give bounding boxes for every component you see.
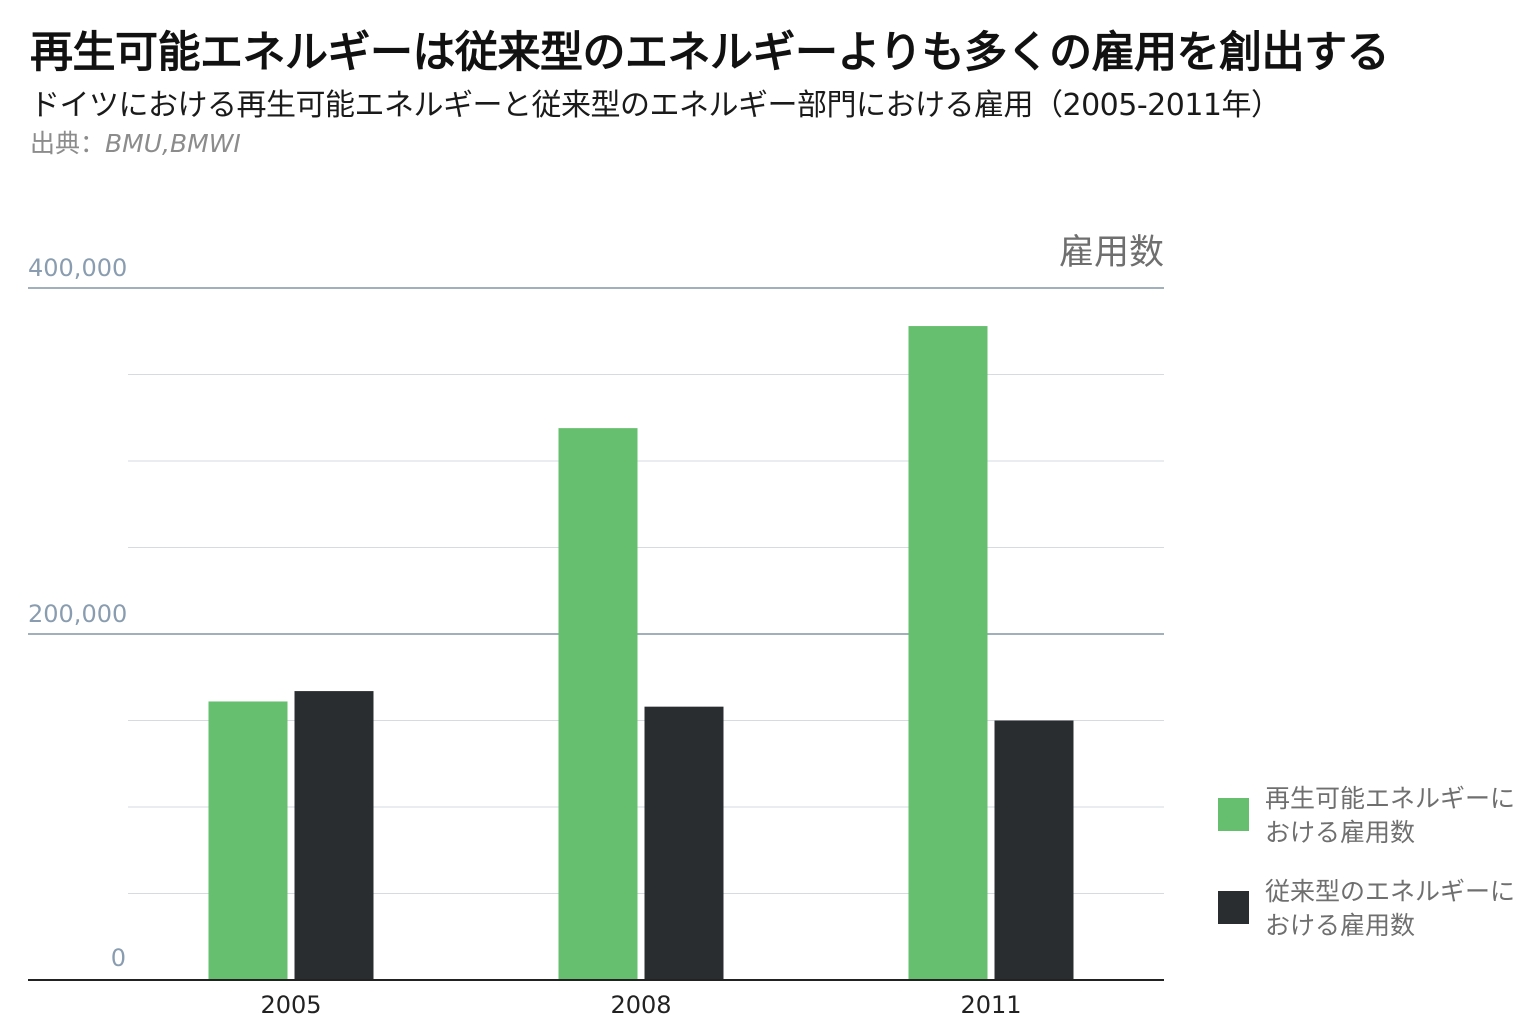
y-tick-label: 0	[111, 944, 126, 972]
bar-conventional-2011	[994, 720, 1074, 980]
x-tick-label: 2011	[960, 991, 1021, 1019]
y-axis-label: 雇用数	[1059, 233, 1164, 273]
chart-title: 再生可能エネルギーは従来型のエネルギーよりも多くの雇用を創出する	[30, 28, 1390, 78]
chart-source: 出典：BMU,BMWI	[30, 124, 241, 160]
bars	[208, 326, 1074, 980]
bar-conventional-2008	[644, 706, 724, 980]
x-tick-label: 2008	[610, 991, 671, 1019]
legend-swatch-renewable	[1218, 798, 1249, 831]
chart-subtitle: ドイツにおける再生可能エネルギーと従来型のエネルギー部門における雇用（2005-…	[30, 88, 1281, 123]
legend-item-renewable: 再生可能エネルギーにおける雇用数	[1218, 782, 1515, 850]
source-names: BMU,BMWI	[105, 129, 241, 158]
legend-label-renewable: 再生可能エネルギーにおける雇用数	[1265, 784, 1516, 847]
y-tick-label: 400,000	[28, 254, 127, 282]
legend-swatch-conventional	[1218, 891, 1249, 924]
x-tick-label: 2005	[260, 991, 321, 1019]
bar-conventional-2005	[294, 691, 374, 980]
y-tick-label: 200,000	[28, 600, 127, 628]
legend-item-conventional: 従来型のエネルギーにおける雇用数	[1218, 875, 1515, 943]
tick-labels: 0 200,000 400,000 2005 2008 2011	[28, 254, 1022, 1019]
legend-label-conventional: 従来型のエネルギーにおける雇用数	[1265, 877, 1516, 940]
bar-renewable-2011	[908, 326, 988, 980]
source-label: 出典：	[30, 129, 106, 158]
bar-renewable-2008	[558, 428, 638, 980]
bar-renewable-2005	[208, 701, 288, 980]
